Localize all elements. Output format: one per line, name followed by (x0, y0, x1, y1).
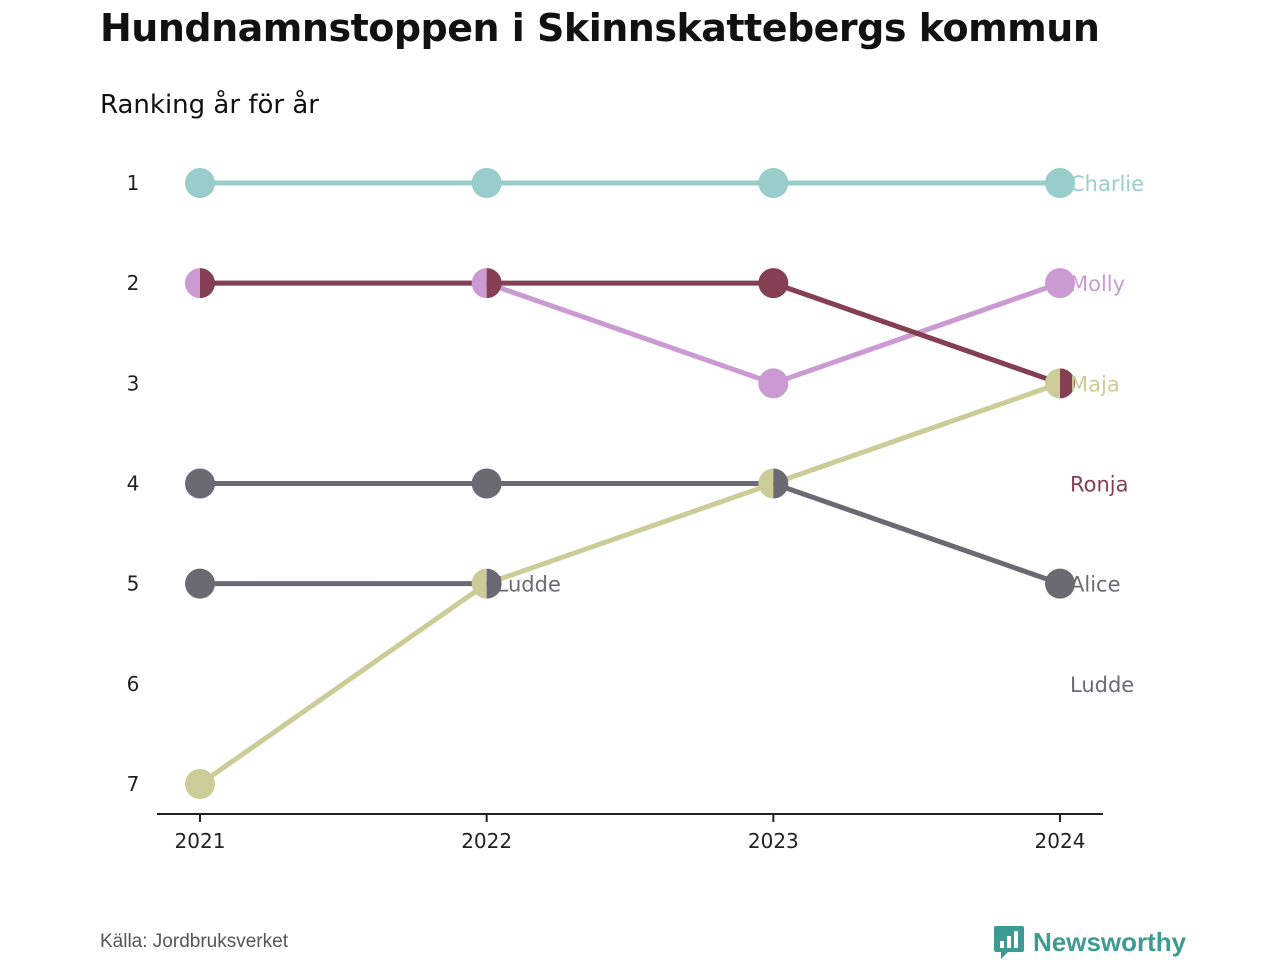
y-tick-label-7: 7 (127, 772, 140, 796)
series-lines (197, 180, 1063, 787)
point-molly (758, 368, 789, 399)
inline-label-ludde: Ludde (497, 573, 561, 597)
end-label-ludde: Ludde (1070, 673, 1134, 697)
point-molly (471, 268, 487, 299)
point-alice (471, 468, 502, 499)
point-maja (758, 468, 774, 499)
point-maja (1045, 368, 1060, 399)
axes: 2021 2022 2023 2024 1 2 3 4 5 6 7 (127, 171, 1103, 853)
series-labels: Charlie Molly Maja Ronja Alice Ludde Ludde (497, 172, 1144, 697)
point-ronja (758, 268, 789, 299)
brand-logo: Newsworthy (993, 924, 1186, 960)
point-alice (1045, 568, 1075, 599)
point-maja (185, 769, 215, 799)
chart-subtitle: Ranking år för år (100, 90, 319, 120)
end-label-molly: Molly (1070, 272, 1125, 296)
newsworthy-logo-icon (994, 926, 1024, 959)
point-ronja (200, 268, 216, 299)
point-alice (773, 468, 789, 499)
end-label-charlie: Charlie (1070, 172, 1144, 196)
point-maja (471, 568, 487, 599)
point-ludde (185, 568, 215, 599)
source-note: Källa: Jordbruksverket (100, 931, 288, 952)
end-label-alice: Alice (1070, 573, 1121, 597)
y-tick-label-1: 1 (127, 171, 140, 195)
point-ronja (486, 268, 502, 299)
x-tick-label-2024: 2024 (1035, 829, 1086, 853)
point-ludde (486, 568, 502, 599)
y-tick-label-5: 5 (127, 572, 140, 596)
point-charlie (185, 168, 215, 198)
brand-name: Newsworthy (1033, 926, 1187, 957)
line-segment-maja (770, 380, 1063, 486)
point-ronja (1060, 368, 1076, 399)
line-segment-ronja (770, 280, 1063, 386)
point-charlie (1045, 168, 1075, 198)
bump-chart: Charlie Molly Maja Ronja Alice Ludde Ludde 202… (127, 168, 1144, 853)
y-tick-label-3: 3 (127, 371, 140, 395)
point-charlie (471, 168, 502, 198)
point-charlie (758, 168, 789, 198)
line-segment-maja (197, 581, 490, 787)
end-label-ronja: Ronja (1070, 473, 1129, 497)
line-segment-molly (484, 280, 776, 386)
x-tick-label-2021: 2021 (175, 829, 226, 853)
point-molly (185, 268, 200, 299)
line-segment-maja (484, 481, 776, 587)
point-molly (1045, 268, 1075, 299)
y-tick-label-4: 4 (127, 472, 140, 496)
end-label-maja: Maja (1070, 372, 1120, 396)
x-tick-label-2022: 2022 (461, 829, 512, 853)
x-tick-label-2023: 2023 (748, 829, 799, 853)
line-segment-alice (770, 481, 1063, 587)
chart-title: Hundnamnstoppen i Skinnskattebergs kommu… (100, 6, 1100, 50)
y-tick-label-2: 2 (127, 271, 140, 295)
y-tick-label-6: 6 (127, 672, 140, 696)
series-points (185, 168, 1076, 799)
point-alice (185, 468, 215, 499)
